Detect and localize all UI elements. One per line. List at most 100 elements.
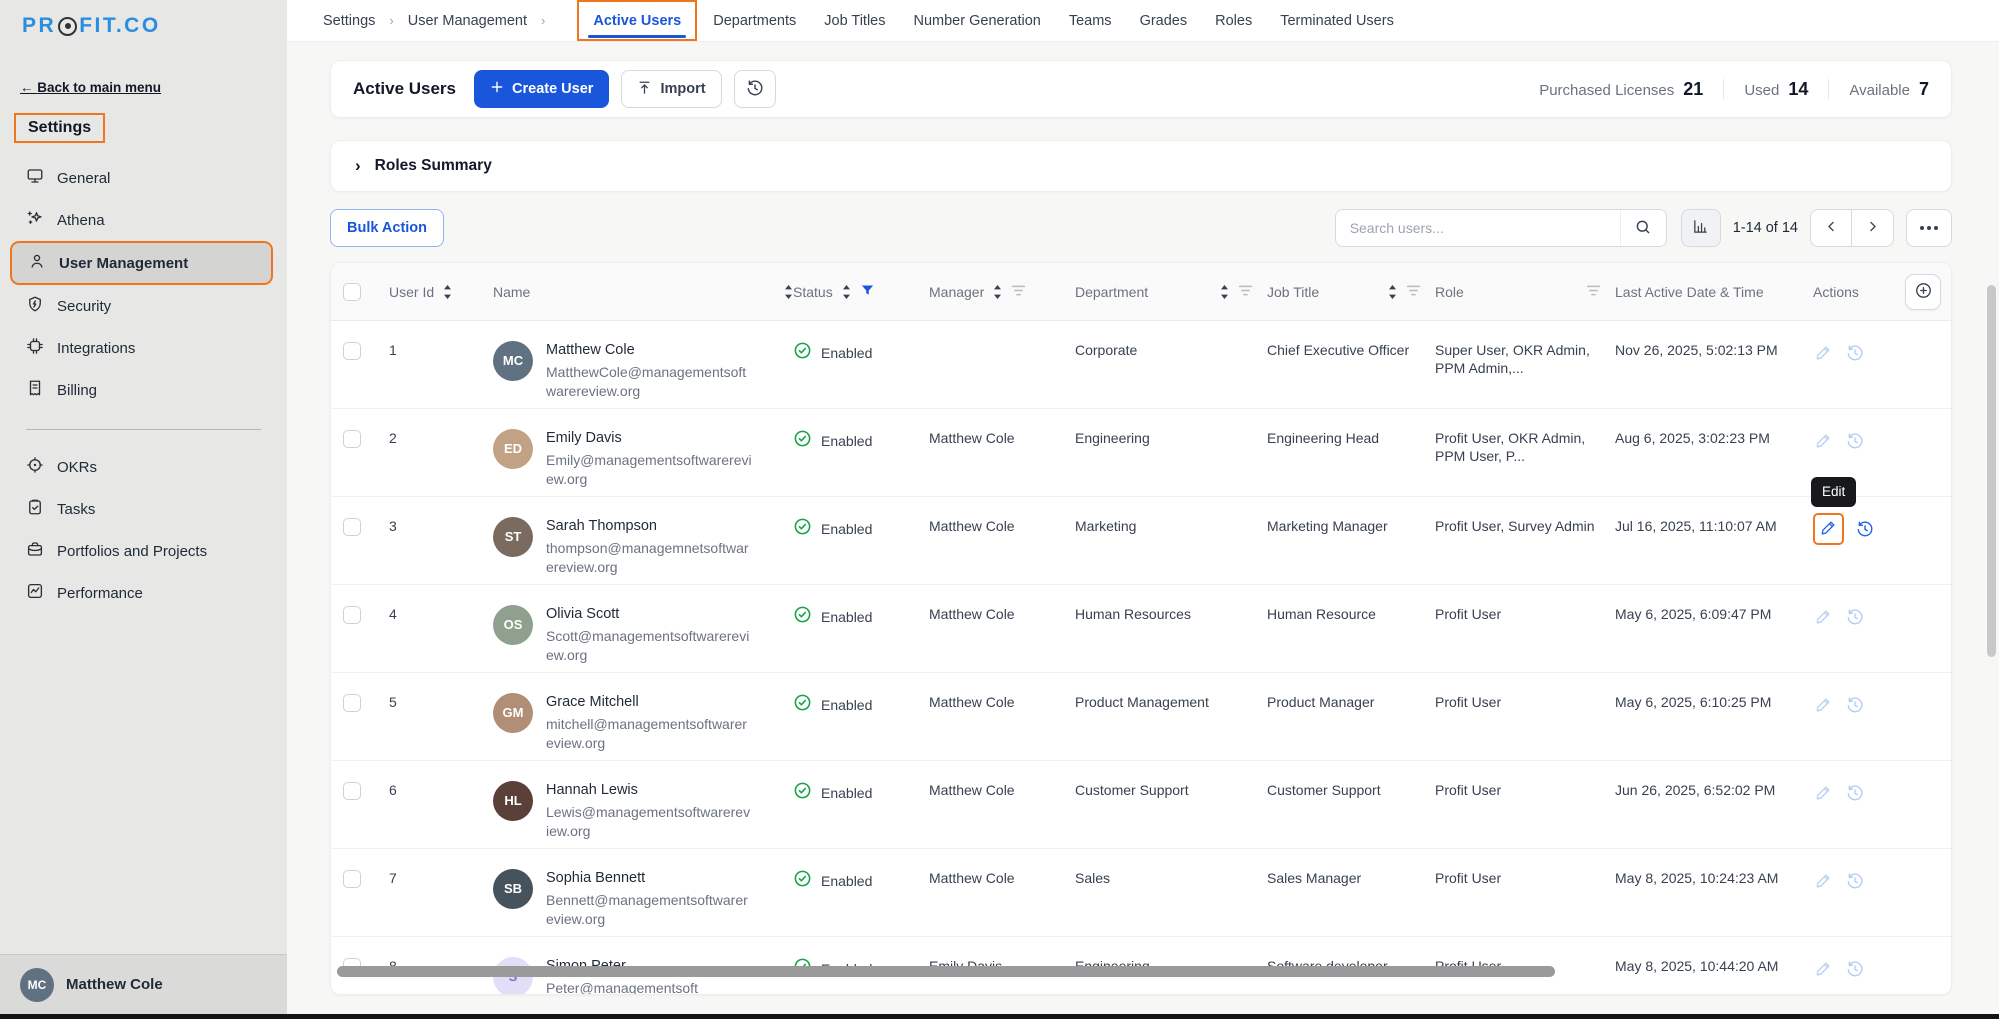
search-icon [1634, 218, 1652, 239]
sidebar-item-security[interactable]: Security [0, 285, 287, 327]
history-button[interactable] [734, 70, 776, 108]
actions-cell [1813, 429, 1939, 455]
filter-lines-icon[interactable] [1011, 284, 1026, 300]
sidebar-item-user-management[interactable]: User Management [10, 241, 273, 285]
row-checkbox[interactable] [343, 694, 361, 712]
row-history-button[interactable] [1844, 342, 1866, 367]
user-email: Lewis@managementsoftwarereview.org [546, 803, 752, 841]
tab[interactable]: Job Titles [810, 0, 899, 41]
prev-page-button[interactable] [1810, 209, 1852, 247]
edit-button[interactable] [1813, 606, 1834, 630]
import-button[interactable]: Import [621, 70, 721, 108]
user-name: Emily Davis [546, 429, 752, 448]
row-select [343, 429, 389, 452]
edit-button[interactable] [1813, 513, 1844, 545]
edit-button[interactable] [1813, 430, 1834, 454]
status-cell: Enabled [793, 517, 929, 540]
sort-icon[interactable] [443, 285, 452, 299]
tab[interactable]: Departments [699, 0, 810, 41]
filter-funnel-icon[interactable] [860, 283, 875, 301]
sidebar-item-okrs[interactable]: OKRs [0, 446, 287, 488]
sort-icon[interactable] [1388, 285, 1397, 299]
sidebar-item-label: Performance [57, 585, 143, 602]
tab[interactable]: Roles [1201, 0, 1266, 41]
row-history-button[interactable] [1844, 430, 1866, 455]
row-checkbox[interactable] [343, 342, 361, 360]
sort-icon[interactable] [842, 285, 851, 299]
row-checkbox[interactable] [343, 870, 361, 888]
back-to-main-menu-link[interactable]: ← Back to main menu [20, 80, 161, 95]
row-checkbox[interactable] [343, 782, 361, 800]
sidebar-item-integrations[interactable]: Integrations [0, 327, 287, 369]
select-all-checkbox[interactable] [343, 283, 361, 301]
pencil-icon [1815, 872, 1832, 892]
row-history-button[interactable] [1844, 694, 1866, 719]
chevron-right-icon: › [541, 13, 545, 28]
sidebar-item-performance[interactable]: Performance [0, 572, 287, 614]
bulk-action-button[interactable]: Bulk Action [330, 209, 444, 247]
name-cell: ED Emily DavisEmily@managementsoftwarere… [493, 429, 793, 489]
header-department[interactable]: Department [1075, 284, 1267, 300]
tab[interactable]: Active Users [577, 0, 697, 41]
row-checkbox[interactable] [343, 430, 361, 448]
more-options-button[interactable] [1906, 209, 1952, 247]
sidebar-item-tasks[interactable]: Tasks [0, 488, 287, 530]
horizontal-scrollbar[interactable] [337, 966, 1555, 977]
header-last-active[interactable]: Last Active Date & Time [1615, 284, 1813, 300]
roles-summary-panel[interactable]: › Roles Summary [330, 140, 1952, 192]
sidebar-item-general[interactable]: General [0, 157, 287, 199]
edit-button[interactable] [1813, 870, 1834, 894]
stats-button[interactable] [1681, 209, 1721, 247]
next-page-button[interactable] [1852, 209, 1894, 247]
department-cell: Corporate [1075, 341, 1267, 359]
breadcrumb-settings[interactable]: Settings [323, 13, 375, 29]
row-history-button[interactable] [1844, 958, 1866, 983]
table-row: 1 MC Matthew ColeMatthewCole@managements… [331, 321, 1951, 409]
edit-button[interactable] [1813, 342, 1834, 366]
create-user-button[interactable]: Create User [474, 70, 609, 108]
sidebar-item-billing[interactable]: Billing [0, 369, 287, 411]
header-role[interactable]: Role [1435, 284, 1615, 300]
sidebar-item-athena[interactable]: Athena [0, 199, 287, 241]
search-button[interactable] [1620, 210, 1666, 246]
edit-button[interactable] [1813, 958, 1834, 982]
profitco-logo: PRFIT.CO [0, 0, 287, 38]
header-status[interactable]: Status [793, 283, 929, 301]
sidebar-item-portfolios-and-projects[interactable]: Portfolios and Projects [0, 530, 287, 572]
tab[interactable]: Terminated Users [1266, 0, 1408, 41]
tab[interactable]: Number Generation [900, 0, 1055, 41]
tab[interactable]: Grades [1126, 0, 1202, 41]
header-job-title[interactable]: Job Title [1267, 284, 1435, 300]
sort-icon[interactable] [1220, 285, 1229, 299]
sort-icon[interactable] [993, 285, 1002, 299]
filter-lines-icon[interactable] [1586, 284, 1601, 300]
row-history-button[interactable] [1844, 782, 1866, 807]
add-column-button[interactable] [1905, 274, 1941, 310]
row-history-button[interactable] [1844, 870, 1866, 895]
edit-button[interactable] [1813, 694, 1834, 718]
filter-lines-icon[interactable] [1406, 284, 1421, 300]
header-name[interactable]: Name [493, 284, 793, 300]
header-manager[interactable]: Manager [929, 284, 1075, 300]
user-id-cell: 5 [389, 693, 493, 711]
row-checkbox[interactable] [343, 518, 361, 536]
history-icon [1846, 432, 1864, 453]
status-badge: Enabled [821, 696, 872, 714]
edit-button[interactable] [1813, 782, 1834, 806]
user-email: MatthewCole@managementsoftwarereview.org [546, 363, 752, 401]
tab[interactable]: Teams [1055, 0, 1126, 41]
edit-tooltip: Edit [1811, 477, 1856, 507]
row-history-button[interactable] [1854, 518, 1876, 543]
filter-lines-icon[interactable] [1238, 284, 1253, 300]
breadcrumb-user-management[interactable]: User Management [408, 13, 527, 29]
vertical-scrollbar[interactable] [1987, 285, 1996, 657]
sidebar-user[interactable]: MC Matthew Cole [0, 954, 287, 1014]
department-cell: Human Resources [1075, 605, 1267, 623]
search-input[interactable] [1336, 210, 1620, 246]
row-checkbox[interactable] [343, 606, 361, 624]
header-user-id[interactable]: User Id [389, 284, 493, 300]
table-row: 2 ED Emily DavisEmily@managementsoftware… [331, 409, 1951, 497]
sort-icon[interactable] [784, 285, 793, 299]
name-cell: MC Matthew ColeMatthewCole@managementsof… [493, 341, 793, 401]
row-history-button[interactable] [1844, 606, 1866, 631]
